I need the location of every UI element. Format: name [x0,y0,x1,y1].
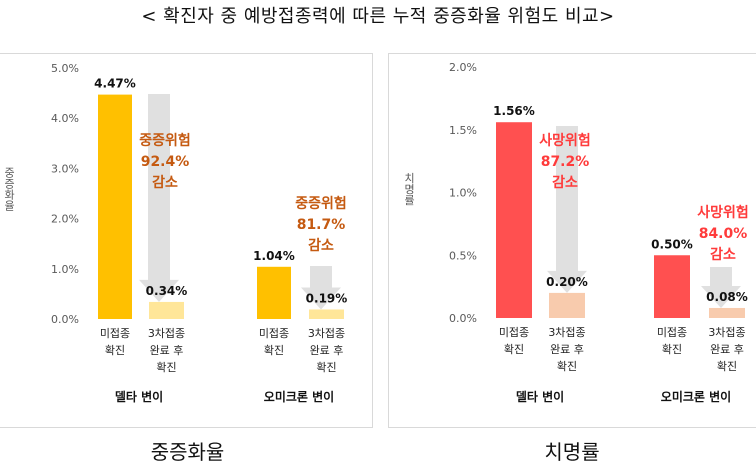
fatality-chart-caption: 치명률 [544,440,600,464]
x-tick-label: 확진 [105,344,125,357]
bar-unvaccinated [257,266,291,319]
x-tick-label: 확진 [504,343,524,356]
reduction-annotation: 84.0% [699,226,748,242]
data-label: 0.19% [306,291,348,305]
data-label: 1.56% [493,104,535,118]
reduction-annotation: 87.2% [541,154,590,170]
y-tick-label: 0.0% [51,313,79,326]
group-label: 오미크론 변이 [661,389,731,404]
group-label: 오미크론 변이 [264,389,334,404]
bar-vaccinated [549,292,585,318]
x-tick-label: 확진 [557,360,577,373]
x-tick-label: 3차접종 [308,327,345,340]
group-label: 델타 변이 [115,389,163,404]
x-tick-label: 완료 후 [550,343,584,356]
severity-chart-caption: 중증화율 [150,440,225,464]
data-label: 0.20% [546,275,588,289]
data-label: 0.34% [146,284,188,298]
reduction-annotation: 92.4% [141,154,190,170]
reduction-annotation: 감소 [152,174,178,191]
x-tick-label: 확진 [717,360,737,373]
data-label: 4.47% [94,77,136,91]
y-axis-label: 치명률 [403,172,416,205]
reduction-arrow-icon [701,267,741,308]
y-axis-label: 중증화율 [3,167,16,211]
y-tick-label: 1.0% [449,187,477,200]
bar-vaccinated [309,309,344,319]
y-tick-label: 5.0% [51,62,79,75]
y-tick-label: 0.5% [449,249,477,262]
x-tick-label: 미접종 [259,327,289,340]
reduction-annotation: 중증위험 [295,195,347,212]
reduction-annotation: 81.7% [297,217,346,233]
reduction-annotation: 중증위험 [139,132,191,149]
x-tick-label: 완료 후 [710,343,744,356]
x-tick-label: 완료 후 [150,344,184,357]
x-tick-label: 확진 [662,343,682,356]
bar-vaccinated [709,307,745,318]
reduction-annotation: 감소 [308,237,334,254]
bar-unvaccinated [654,255,690,318]
bar-unvaccinated [98,94,132,319]
x-tick-label: 확진 [264,344,284,357]
reduction-annotation: 감소 [710,246,736,263]
y-tick-label: 1.5% [449,124,477,137]
reduction-annotation: 사망위험 [697,204,749,221]
x-tick-label: 미접종 [657,326,687,339]
bar-vaccinated [149,301,184,319]
x-tick-label: 확진 [316,361,336,374]
y-tick-label: 4.0% [51,112,79,125]
data-label: 0.08% [706,290,748,304]
page-title: < 확진자 중 예방접종력에 따른 누적 중증화율 위험도 비교> [141,6,615,27]
x-tick-label: 완료 후 [310,344,344,357]
x-tick-label: 3차접종 [148,327,185,340]
group-label: 델타 변이 [516,389,564,404]
data-label: 0.50% [651,237,693,251]
x-tick-label: 확진 [156,361,176,374]
x-tick-label: 미접종 [100,327,130,340]
data-label: 1.04% [253,249,295,263]
bar-unvaccinated [496,122,532,318]
reduction-arrow-icon [139,94,179,302]
y-tick-label: 3.0% [51,162,79,175]
y-tick-label: 2.0% [51,213,79,226]
x-tick-label: 미접종 [499,326,529,339]
y-tick-label: 2.0% [449,61,477,74]
x-tick-label: 3차접종 [548,326,585,339]
reduction-arrow-icon [547,126,587,293]
y-tick-label: 0.0% [449,312,477,325]
reduction-arrow-icon [301,266,341,310]
x-tick-label: 3차접종 [708,326,745,339]
reduction-annotation: 감소 [552,174,578,191]
y-tick-label: 1.0% [51,263,79,276]
reduction-annotation: 사망위험 [539,132,591,149]
